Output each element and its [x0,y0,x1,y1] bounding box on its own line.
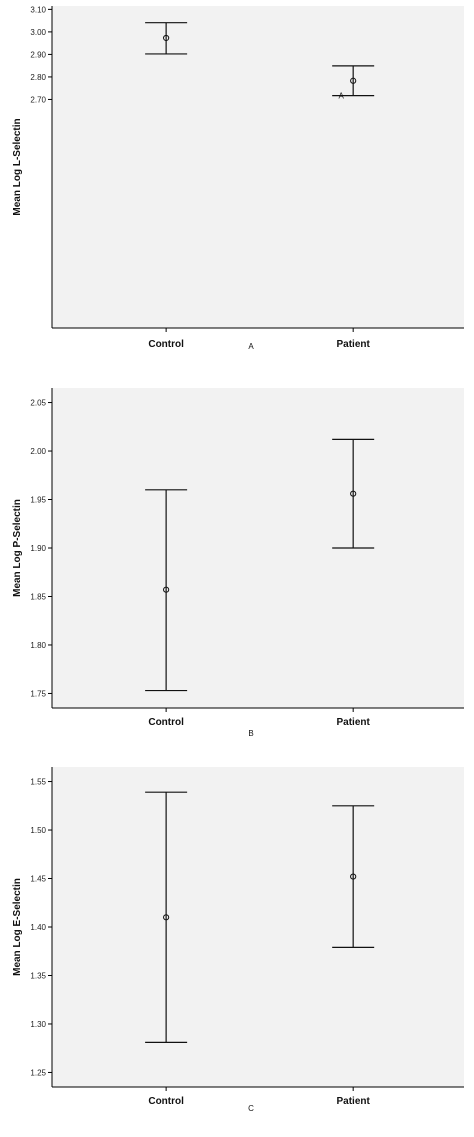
y-axis-label: Mean Log P-Selectin [12,499,23,597]
annotation-label: A [339,91,345,100]
category-label: Patient [337,717,371,728]
y-tick-label: 1.95 [30,496,46,505]
y-tick-label: 1.55 [30,778,46,787]
y-tick-label: 3.10 [30,5,46,14]
y-tick-label: 3.00 [30,28,46,37]
y-tick-label: 1.30 [30,1020,46,1029]
panel-letter: C [248,1104,254,1113]
error-bar-control [145,22,188,55]
category-label: Control [148,339,184,350]
chart-b: 2.05 2.00 1.95 1.90 1.85 1.80 1.75 Mean Log P-S… [12,388,464,738]
error-bar-patient [332,65,375,97]
y-tick-label: 1.85 [30,592,46,601]
category-label: Control [148,717,184,728]
mean-marker [163,586,170,593]
y-tick-label: 1.40 [30,923,46,932]
mean-marker [163,914,170,921]
y-tick-label: 2.80 [30,73,46,82]
y-tick-label: 1.45 [30,875,46,884]
y-tick-label: 1.90 [30,544,46,553]
y-tick-label: 2.00 [30,447,46,456]
category-label: Patient [337,1096,371,1107]
panel-c: 1.55 1.50 1.45 1.40 1.35 1.30 1.25 Mean Log E-S… [0,760,474,1137]
mean-marker [350,873,357,880]
y-axis-label: Mean Log E-Selectin [12,878,23,976]
chart-c: 1.55 1.50 1.45 1.40 1.35 1.30 1.25 Mean Log E-S… [12,767,464,1113]
panel-a: 3.10 3.00 2.90 2.80 2.70 Mean Log L-Selectin C… [0,0,474,360]
panel-letter: A [248,342,254,351]
error-bar-control [145,791,188,1043]
y-tick-label: 1.50 [30,826,46,835]
error-bar-patient [332,805,375,948]
mean-marker [350,77,357,84]
plot-area [52,388,464,708]
error-bar-control [145,489,188,692]
mean-marker [163,34,170,42]
y-tick-label: 2.70 [30,95,46,104]
error-bar-patient [332,438,375,549]
y-tick-label: 1.80 [30,641,46,650]
y-tick-label: 1.75 [30,689,46,698]
y-tick-label: 1.35 [30,971,46,980]
category-label: Control [148,1096,184,1107]
y-tick-label: 2.05 [30,399,46,408]
plot-area [52,6,464,328]
y-tick-label: 2.90 [30,50,46,59]
panel-b: 2.05 2.00 1.95 1.90 1.85 1.80 1.75 Mean Log P-S… [0,380,474,750]
panel-letter: B [248,729,253,738]
y-axis-label: Mean Log L-Selectin [12,118,23,215]
mean-marker [350,490,357,497]
chart-a: 3.10 3.00 2.90 2.80 2.70 Mean Log L-Selectin C… [12,5,464,351]
plot-area [52,767,464,1087]
y-tick-label: 1.25 [30,1068,46,1077]
category-label: Patient [337,339,371,350]
